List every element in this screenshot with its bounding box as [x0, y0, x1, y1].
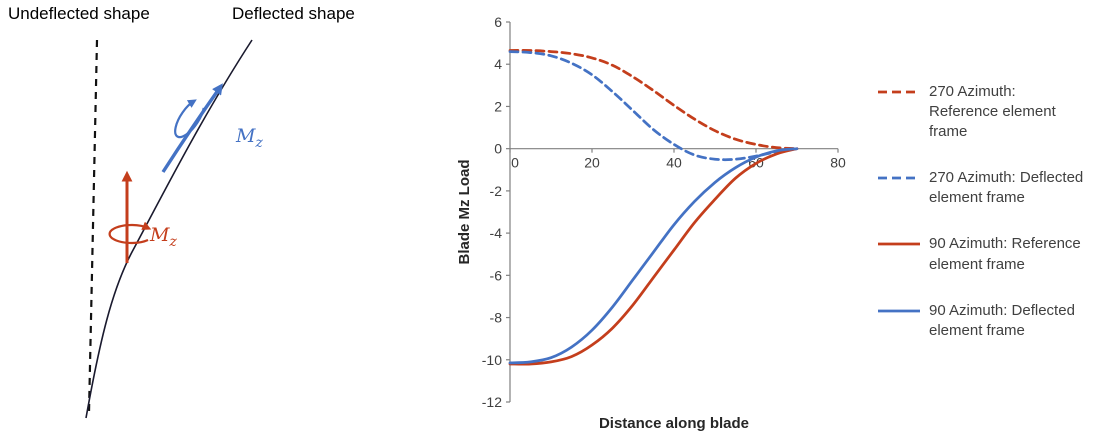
y-tick-label: -6 [490, 267, 503, 283]
x-axis-label: Distance along blade [599, 415, 749, 432]
y-tick-label: 0 [494, 141, 502, 157]
deflected-blade-curve [85, 39, 253, 419]
blue-moment-label: Mz [235, 125, 263, 151]
x-tick-label: 20 [584, 155, 600, 171]
series-line-2 [508, 147, 799, 366]
legend-item-2: 90 Azimuth: Reference element frame [878, 234, 1108, 274]
undeflected-shape-label: Undeflected shape [8, 4, 150, 23]
y-tick-label: -10 [482, 352, 502, 368]
deflected-shape-label: Deflected shape [232, 4, 355, 23]
y-tick-label: 6 [494, 14, 502, 30]
y-tick-label: -8 [490, 310, 503, 326]
legend-label-3: 90 Azimuth: Deflected element frame [929, 301, 1075, 339]
legend-item-3: 90 Azimuth: Deflected element frame [878, 301, 1108, 341]
legend-label-2: 90 Azimuth: Reference element frame [929, 235, 1081, 273]
chart-panel: 6 4 2 0 -2 -4 -6 -8 -10 -12 0 20 40 60 80 Blade Mz Loa… [455, 0, 875, 447]
y-tick-label: -12 [482, 394, 502, 410]
y-tick-label: 2 [494, 98, 502, 114]
y-axis-label: Blade Mz Load [456, 159, 473, 264]
red-moment-label: Mz [149, 224, 177, 250]
series-line-1 [508, 50, 799, 162]
chart-legend: 270 Azimuth: Reference element frame 270 … [878, 82, 1108, 341]
undeflected-line [87, 39, 99, 413]
legend-item-0: 270 Azimuth: Reference element frame [878, 82, 1108, 142]
x-tick-label: 80 [830, 155, 846, 171]
legend-item-1: 270 Azimuth: Deflected element frame [878, 168, 1108, 208]
legend-sample-3 [878, 309, 920, 313]
legend-label-1: 270 Azimuth: Deflected element frame [929, 169, 1084, 207]
diagram-panel: Undeflected shape Deflected shape Mz Mz [0, 0, 440, 447]
x-tick-label: 40 [666, 155, 682, 171]
legend-sample-1 [878, 176, 920, 180]
legend-sample-2 [878, 243, 920, 246]
blade-diagram-svg: Undeflected shape Deflected shape Mz Mz [8, 4, 355, 419]
y-tick-label: 4 [494, 56, 502, 72]
x-tick-label: 0 [511, 155, 519, 171]
y-tick-label: -4 [490, 225, 503, 241]
series-line-3 [508, 147, 799, 365]
y-tick-label: -2 [490, 183, 503, 199]
legend-sample-0 [878, 90, 920, 94]
series-line-0 [508, 49, 799, 151]
blue-rotation-arrow [174, 99, 205, 139]
legend-label-0: 270 Azimuth: Reference element frame [929, 83, 1056, 141]
red-rotation-arrow [108, 221, 152, 245]
